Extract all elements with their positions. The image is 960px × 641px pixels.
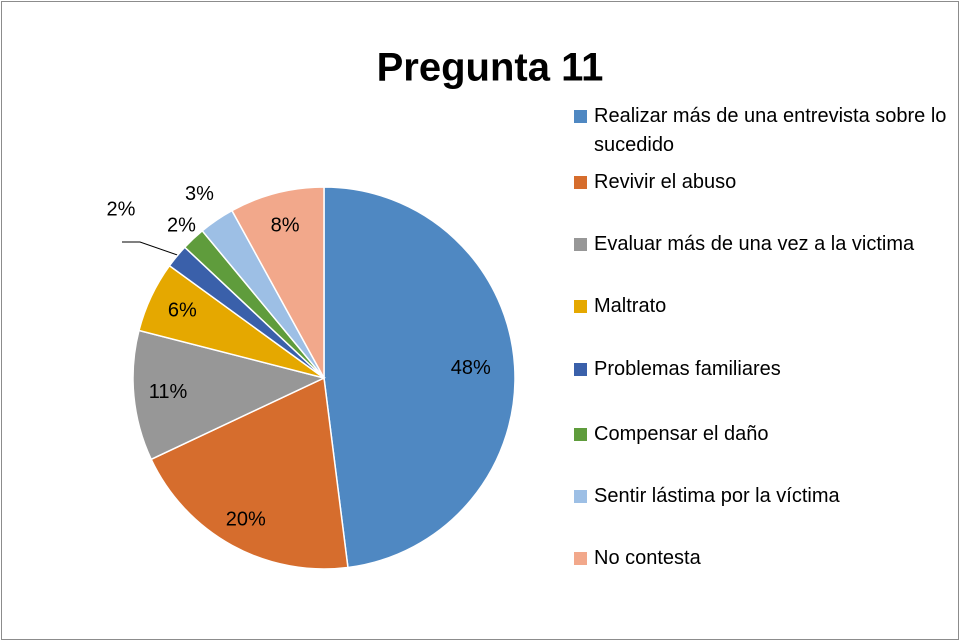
data-label: 11% bbox=[149, 381, 188, 403]
data-label: 8% bbox=[271, 215, 300, 237]
legend-label: Maltrato bbox=[594, 295, 667, 317]
pie-slice bbox=[323, 186, 516, 569]
legend-item: Compensar el daño bbox=[574, 420, 954, 449]
legend-item: Revivir el abuso bbox=[574, 168, 954, 197]
legend-swatch bbox=[574, 428, 587, 441]
legend-swatch bbox=[574, 238, 587, 251]
legend-item: No contesta bbox=[574, 544, 954, 573]
legend-swatch bbox=[574, 552, 587, 565]
legend-item: Evaluar más de una vez a la victima bbox=[574, 230, 954, 259]
legend-item: Problemas familiares bbox=[574, 355, 954, 384]
pie-slice bbox=[150, 376, 349, 570]
legend-swatch bbox=[574, 490, 587, 503]
legend-label: Realizar más de una entrevista sobre lo … bbox=[594, 105, 947, 156]
data-label: 6% bbox=[168, 300, 197, 322]
legend-item: Realizar más de una entrevista sobre lo … bbox=[574, 102, 954, 160]
data-label: 48% bbox=[451, 357, 491, 379]
legend-swatch bbox=[574, 300, 587, 313]
legend-label: Sentir lástima por la víctima bbox=[594, 485, 840, 507]
chart-title: Pregunta 11 bbox=[377, 46, 604, 90]
leader-line bbox=[122, 241, 187, 259]
data-label: 3% bbox=[185, 183, 214, 205]
legend-swatch bbox=[574, 363, 587, 376]
data-label: 20% bbox=[226, 509, 266, 531]
pie-slice bbox=[230, 186, 325, 379]
legend-item: Maltrato bbox=[574, 292, 954, 321]
legend-label: Problemas familiares bbox=[594, 358, 781, 380]
legend-label: Revivir el abuso bbox=[594, 171, 737, 193]
pie-slice bbox=[132, 329, 327, 461]
data-label: 2% bbox=[167, 215, 196, 237]
legend-item: Sentir lástima por la víctima bbox=[574, 482, 954, 511]
data-label: 2% bbox=[106, 198, 135, 220]
legend-swatch bbox=[574, 110, 587, 123]
legend-label: Compensar el daño bbox=[594, 423, 769, 445]
legend-label: Evaluar más de una vez a la victima bbox=[594, 233, 915, 255]
legend-label: No contesta bbox=[594, 547, 701, 569]
legend-swatch bbox=[574, 176, 587, 189]
